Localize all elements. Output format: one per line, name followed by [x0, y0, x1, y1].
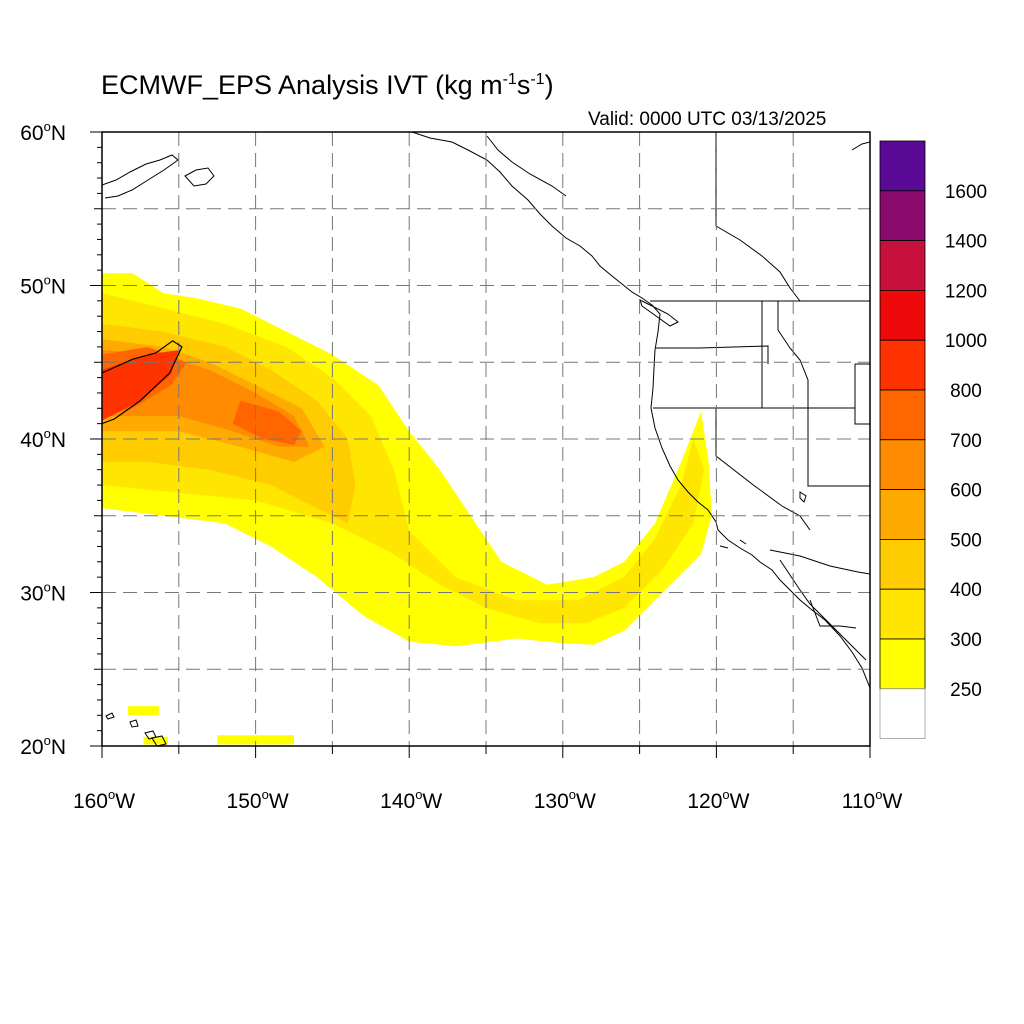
axis-labels: 60oN 50oN 40oN 30oN 20oN 160oW 150oW 140oW 130oW… [20, 119, 902, 813]
ivt-region-250-1 [128, 706, 159, 716]
ivt-region-800-10 [102, 350, 179, 421]
lon-label-160: 160oW [73, 787, 135, 813]
axis-ticks [90, 131, 871, 758]
map-title: ECMWF_EPS Analysis IVT (kg m-1s-1) [101, 70, 554, 100]
kodiak-coast [184, 167, 215, 187]
colorbar-label-600: 600 [950, 481, 982, 502]
colorbar-box-1200 [879, 240, 926, 291]
colorbar-box-below [879, 688, 926, 739]
colorbar-box-250 [879, 638, 926, 690]
alaska-border [486, 135, 567, 197]
alaska-peninsula [102, 154, 179, 199]
colorbar-label-1400: 1400 [945, 232, 987, 253]
colorbar-label-1000: 1000 [945, 331, 987, 352]
colorbar-box-700 [879, 389, 926, 441]
lon-label-140: 140oW [380, 787, 442, 813]
colorbar-box-300 [879, 588, 926, 640]
lon-label-110: 110oW [842, 787, 903, 813]
lake-salt [799, 491, 807, 503]
colorbar-box-400 [879, 539, 926, 590]
colorbar-label-300: 300 [950, 630, 982, 651]
us-mexico-border [769, 549, 870, 575]
nevada-utah-border [807, 408, 870, 487]
hawaii-4 [151, 735, 167, 746]
colorbar-box-1400 [879, 190, 926, 242]
colorbar-label-500: 500 [950, 530, 982, 551]
washington-oregon-border [656, 345, 769, 364]
channel-islands [719, 539, 747, 549]
hawaii-1 [105, 712, 115, 720]
colorbar-box-1600 [879, 140, 926, 192]
colorbar-label-700: 700 [950, 431, 982, 452]
colorbar-label-800: 800 [950, 381, 982, 402]
idaho-border [761, 301, 809, 409]
colorbar-box-500 [879, 489, 926, 540]
colorbar-label-400: 400 [950, 580, 982, 601]
valid-time: Valid: 0000 UTC 03/13/2025 [588, 109, 827, 130]
vancouver-island [639, 299, 679, 327]
lat-label-40: 40oN [20, 426, 66, 452]
graticule [102, 132, 870, 746]
ivt-1000-contour [102, 340, 183, 425]
colorbar: 1600 1400 1200 1000 800 700 600 500 400 300 250 [879, 140, 987, 739]
hawaii-2 [129, 719, 139, 728]
gulf-of-california [779, 559, 867, 661]
lon-label-120: 120oW [687, 787, 749, 813]
ivt-region-700-8 [232, 400, 302, 446]
lat-label-60: 60oN [20, 119, 66, 145]
mexico-state-border [809, 599, 857, 629]
coastlines [102, 132, 870, 746]
north-america-coastline [411, 132, 870, 689]
lat-label-20: 20oN [20, 733, 66, 759]
utah-east-border [854, 363, 870, 425]
lon-label-150: 150oW [227, 787, 289, 813]
colorbar-label-1200: 1200 [945, 281, 987, 302]
island-north-corner [851, 141, 870, 151]
colorbar-box-800 [879, 339, 926, 391]
lon-label-130: 130oW [534, 787, 596, 813]
lat-label-30: 30oN [20, 580, 66, 606]
political-borders [486, 132, 870, 629]
bc-alberta-border [715, 132, 801, 302]
colorbar-box-600 [879, 439, 926, 490]
colorbar-box-1000 [879, 289, 926, 341]
colorbar-label-1600: 1600 [945, 182, 987, 203]
california-nevada-border [715, 408, 811, 531]
ivt-region-250-2 [217, 735, 294, 745]
colorbar-label-250: 250 [950, 680, 982, 701]
lat-label-50: 50oN [20, 273, 66, 299]
ivt-shading [102, 273, 712, 745]
